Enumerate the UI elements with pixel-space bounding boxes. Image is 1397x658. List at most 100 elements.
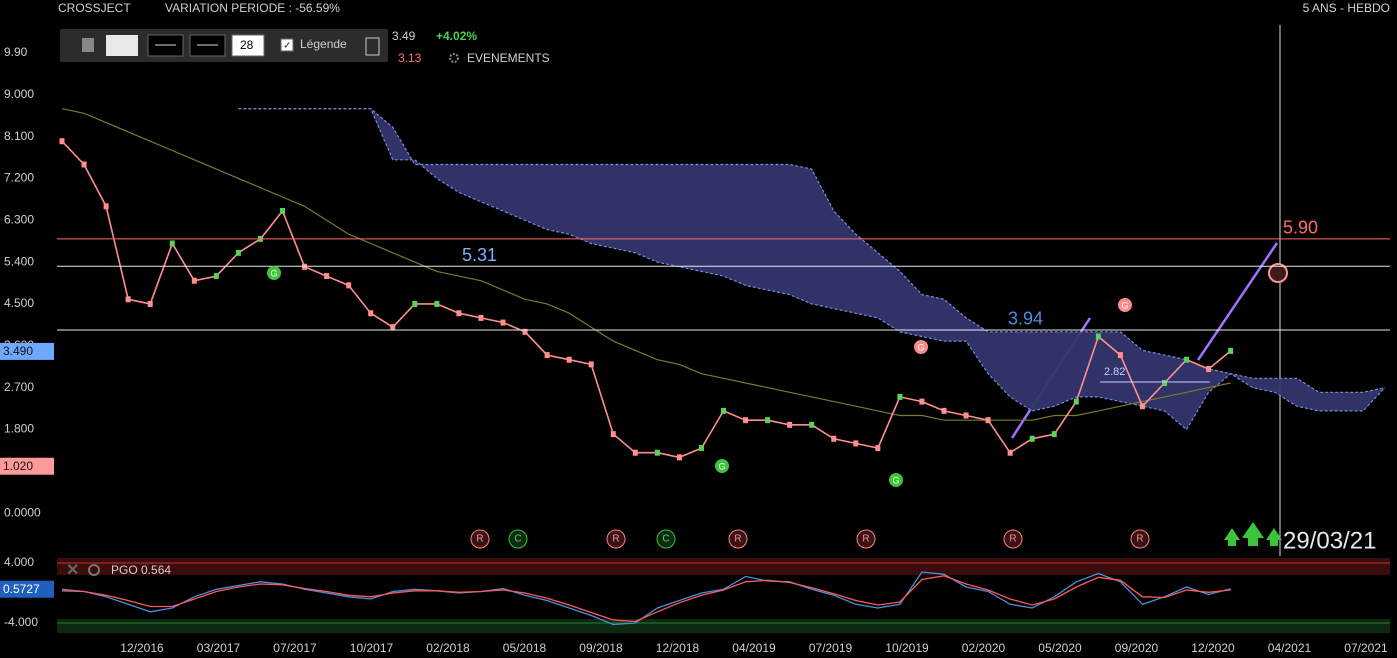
check-mark: ✓	[283, 41, 291, 52]
copy-icon[interactable]	[365, 37, 380, 56]
signal-letter: G	[1121, 300, 1128, 310]
legend-other: 3.13	[398, 51, 422, 65]
candle	[1051, 431, 1057, 438]
candle	[1073, 398, 1079, 405]
series-line	[238, 108, 1386, 431]
event-marker[interactable]	[1003, 529, 1023, 549]
cursor-date: 29/03/21	[1283, 527, 1376, 554]
event-letter: R	[862, 534, 869, 545]
x-tick-label: 05/2018	[503, 641, 547, 655]
gear-icon[interactable]	[88, 564, 100, 576]
price-badge-label: 1.020	[3, 459, 33, 473]
candle	[588, 361, 594, 368]
candle	[522, 328, 528, 335]
price-badge-label: 3.490	[3, 344, 33, 358]
target-marker[interactable]	[1268, 263, 1288, 283]
pgo-upper-zone	[57, 558, 1390, 575]
candle	[1162, 379, 1167, 386]
series-line	[61, 108, 1231, 421]
legend-events[interactable]: EVENEMENTS	[467, 51, 550, 65]
candle	[676, 454, 682, 461]
candle	[81, 161, 87, 168]
candle	[1029, 435, 1035, 442]
variation: VARIATION PERIODE : -56.59%	[165, 1, 340, 15]
x-tick-label: 12/2018	[656, 641, 700, 655]
event-marker[interactable]	[508, 529, 528, 549]
candle	[941, 407, 947, 414]
y-tick-label: 5.400	[4, 254, 34, 268]
toolbar: 28 ✓ Légende	[60, 29, 388, 62]
color-picker[interactable]	[106, 35, 138, 56]
candle	[765, 417, 771, 424]
event-marker[interactable]	[470, 529, 490, 549]
event-marker[interactable]	[606, 529, 626, 549]
x-tick-label: 04/2021	[1268, 641, 1312, 655]
pgo-lower-zone	[57, 619, 1390, 633]
signal-marker	[1118, 298, 1132, 312]
candle	[147, 300, 153, 307]
y-tick-label: 4.500	[4, 296, 34, 310]
event-letter: R	[1009, 534, 1016, 545]
arrows	[1224, 522, 1282, 546]
candle	[434, 300, 440, 307]
trend-line[interactable]	[1196, 242, 1279, 361]
candle	[324, 273, 330, 280]
price-badge	[0, 457, 54, 475]
close-icon[interactable]: ✕	[66, 562, 79, 579]
event-marker[interactable]	[856, 529, 876, 549]
legend-checkbox[interactable]	[280, 38, 294, 52]
x-tick-label: 05/2020	[1038, 641, 1082, 655]
legend-toggle[interactable]: Légende	[300, 37, 347, 51]
candle	[853, 440, 859, 447]
candle	[963, 412, 969, 419]
y-tick-label: 9.000	[4, 87, 34, 101]
candle	[654, 449, 660, 456]
candle	[1139, 403, 1145, 410]
candle	[103, 203, 109, 210]
level-label: 3.94	[1008, 309, 1043, 329]
candle	[368, 310, 374, 317]
candle	[1184, 356, 1190, 363]
event-marker[interactable]	[728, 529, 748, 549]
y-tick-label: 1.800	[4, 422, 34, 436]
cloud-fill	[238, 108, 1385, 430]
candle	[831, 435, 837, 442]
signal-marker	[914, 340, 928, 354]
candle	[412, 300, 418, 307]
candle	[698, 445, 704, 452]
up-arrow	[1242, 522, 1264, 546]
event-marker[interactable]	[656, 529, 676, 549]
candle	[1117, 352, 1123, 359]
signal-letter: G	[718, 461, 725, 471]
candle	[743, 417, 749, 424]
x-tick-label: 10/2017	[350, 641, 394, 655]
candle	[1206, 366, 1212, 373]
gear-icon[interactable]	[449, 53, 459, 63]
y-tick-label: 4.000	[4, 555, 34, 569]
pgo-line	[61, 575, 1231, 623]
width-input[interactable]	[231, 34, 265, 57]
trash-icon[interactable]	[82, 38, 94, 52]
candle	[213, 273, 219, 280]
candle	[544, 352, 550, 359]
up-arrow	[1224, 528, 1240, 546]
y-tick-label: 0.0000	[4, 505, 41, 519]
pgo-badge	[0, 580, 54, 598]
candle	[191, 277, 197, 284]
candle	[280, 207, 285, 214]
event-marker[interactable]	[1130, 529, 1150, 549]
period: 5 ANS - HEBDO	[1303, 1, 1390, 15]
candle	[787, 421, 793, 428]
y-tick-label: -4.000	[4, 615, 38, 629]
pgo-line	[61, 571, 1231, 626]
width-value: 28	[240, 38, 254, 52]
event-letter: C	[514, 534, 521, 545]
candle	[632, 449, 638, 456]
y-tick-label: 7.200	[4, 171, 34, 185]
signal-marker	[267, 266, 281, 280]
x-tick-label: 09/2018	[579, 641, 623, 655]
x-tick-label: 10/2019	[885, 641, 929, 655]
x-tick-label: 09/2020	[1115, 641, 1159, 655]
x-tick-label: 07/2019	[809, 641, 853, 655]
